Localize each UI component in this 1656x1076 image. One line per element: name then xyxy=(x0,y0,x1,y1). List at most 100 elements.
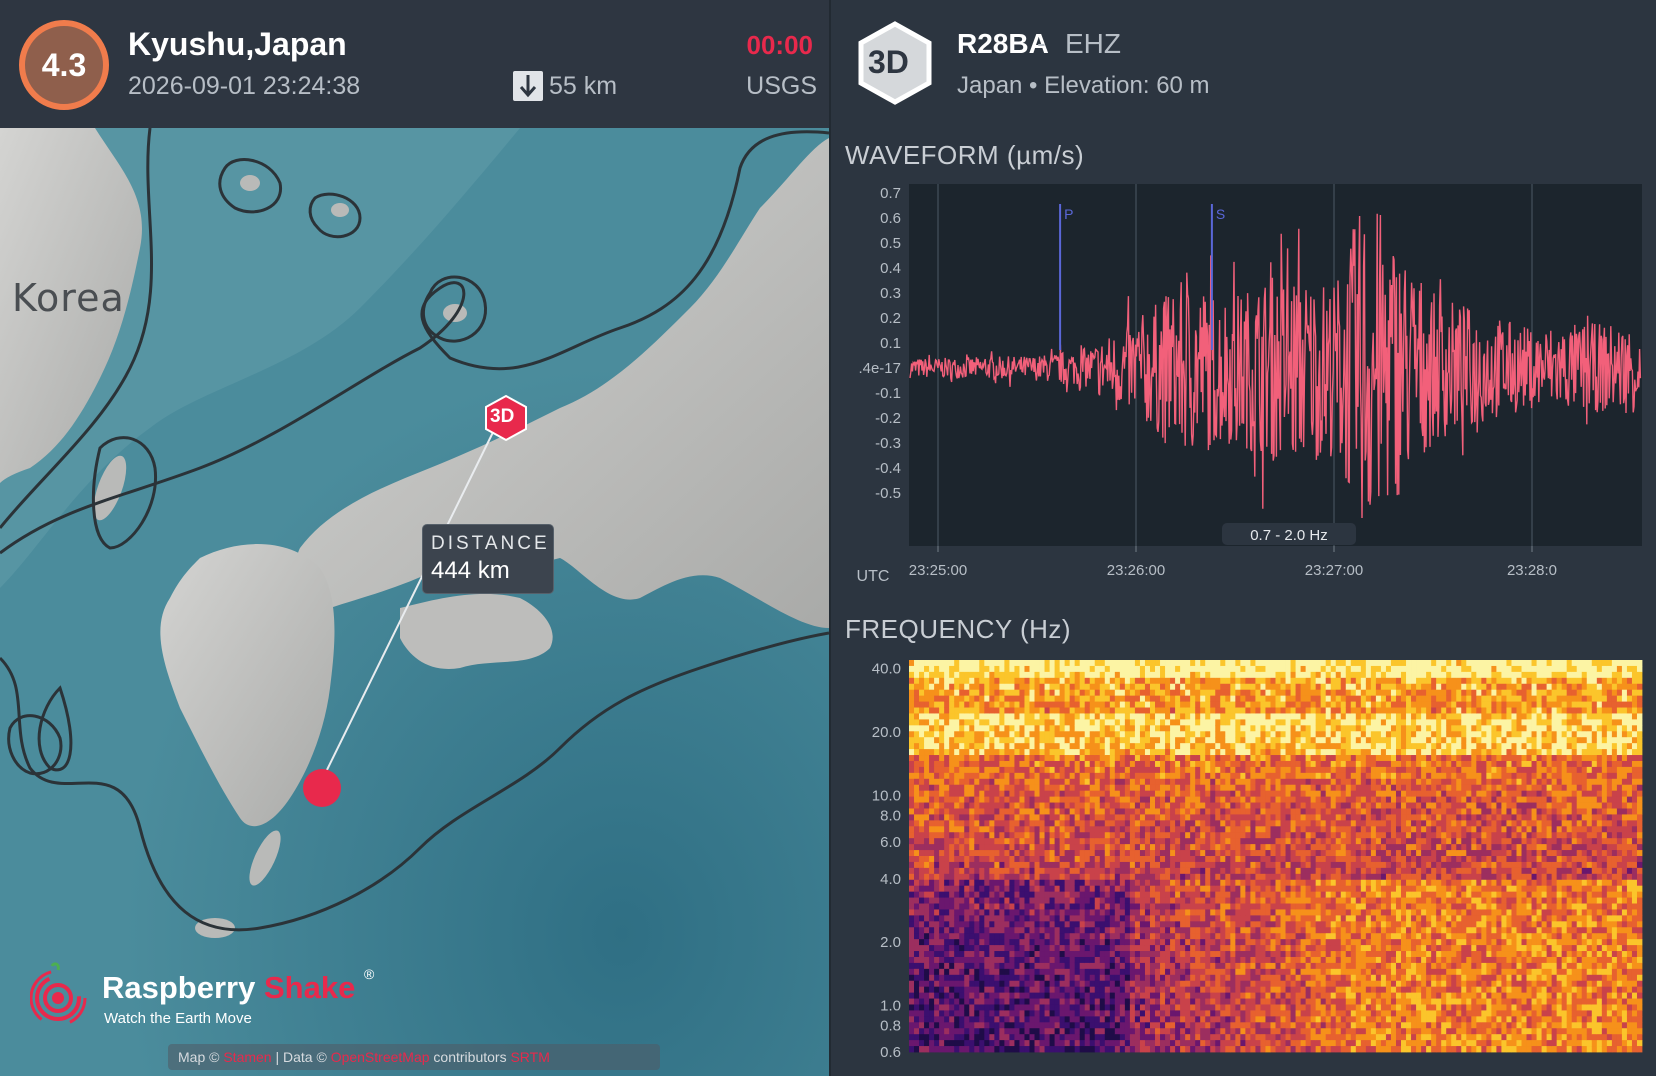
spectrogram-cell xyxy=(1124,974,1131,982)
spectrogram-cell xyxy=(1069,802,1076,809)
waveform-x-tick: 23:26:00 xyxy=(1107,562,1165,579)
spectrogram-cell xyxy=(1205,951,1211,958)
spectrogram-cell xyxy=(1094,1010,1101,1017)
spectrogram-cell xyxy=(1009,968,1015,976)
spectrogram-cell xyxy=(1074,897,1081,904)
spectrogram-chart[interactable]: 40.020.010.08.06.04.02.01.00.80.6 xyxy=(831,650,1656,1060)
spectrogram-cell xyxy=(1160,772,1166,780)
spectrogram-cell xyxy=(939,850,945,857)
spectrogram-cell xyxy=(1160,1046,1166,1053)
spectrogram-cell xyxy=(1210,832,1216,839)
waveform-chart[interactable]: 0.70.60.50.40.30.20.1.4e-17-0.1-0.2-0.3-… xyxy=(831,180,1656,590)
spectrogram-cell xyxy=(1009,796,1015,803)
spectrogram-cell xyxy=(1114,832,1121,839)
spectrogram-cell xyxy=(1114,826,1121,833)
spectrogram-cell xyxy=(1024,1034,1030,1041)
spectrogram-cell xyxy=(1175,927,1181,934)
spectrogram-cell xyxy=(1099,980,1106,988)
spectrogram-cell xyxy=(1220,701,1226,708)
spectrogram-cell xyxy=(1149,844,1156,851)
spectrogram-cell xyxy=(1215,927,1221,934)
spectrogram-cell xyxy=(1074,1004,1081,1011)
spectrogram-cell xyxy=(934,683,940,691)
stamen-link[interactable]: Stamen xyxy=(223,1049,272,1065)
spectrogram-cell xyxy=(954,903,960,910)
spectrogram-cell xyxy=(1024,731,1030,738)
event-map[interactable]: Korea 3D DISTANCE 444 km Raspberry Shake… xyxy=(0,128,829,1076)
spectrogram-cell xyxy=(1084,677,1091,685)
spectrogram-cell xyxy=(1019,749,1025,756)
spectrogram-cell xyxy=(1054,743,1061,750)
spectrogram-cell xyxy=(964,992,970,999)
spectrogram-cell xyxy=(979,707,985,714)
spectrogram-cell xyxy=(1069,677,1076,685)
spectrogram-cell xyxy=(1004,760,1010,768)
spectrogram-cell xyxy=(1084,784,1091,792)
spectrogram-cell xyxy=(1149,660,1156,667)
spectrogram-cell xyxy=(1044,933,1050,940)
spectrogram-cell xyxy=(1175,671,1181,679)
spectrogram-cell xyxy=(1069,725,1076,732)
spectrogram-cell xyxy=(1170,1040,1176,1047)
spectrogram-cell xyxy=(1275,808,1281,815)
spectrogram-cell xyxy=(939,1034,945,1041)
spectrogram-cell xyxy=(1079,968,1086,976)
srtm-link[interactable]: SRTM xyxy=(510,1049,550,1065)
spectrogram-cell xyxy=(1260,956,1266,964)
spectrogram-cell xyxy=(1205,826,1211,833)
spectrogram-cell xyxy=(1195,867,1201,875)
spectrogram-cell xyxy=(1180,933,1186,940)
spectrogram-cell xyxy=(1175,784,1181,792)
spectrogram-cell xyxy=(944,968,950,976)
spectrogram-cell xyxy=(974,719,980,726)
spectrogram-cell xyxy=(1064,861,1071,869)
spectrogram-cell xyxy=(1009,725,1015,732)
spectrogram-cell xyxy=(1034,760,1040,768)
spectrogram-cell xyxy=(1210,939,1216,946)
spectrogram-cell xyxy=(1024,790,1030,798)
spectrogram-cell xyxy=(1124,832,1131,839)
spectrogram-cell xyxy=(1270,772,1276,780)
spectrogram-cell xyxy=(1155,802,1161,809)
spectrogram-cell xyxy=(1235,790,1241,798)
spectrogram-cell xyxy=(1024,665,1030,673)
station-meta: Japan • Elevation: 60 m xyxy=(957,72,1210,99)
spectrogram-cell xyxy=(1084,660,1091,667)
spectrogram-cell xyxy=(1195,808,1201,815)
spectrogram-cell xyxy=(964,731,970,738)
spectrogram-cell xyxy=(1175,956,1181,964)
osm-link[interactable]: OpenStreetMap xyxy=(330,1049,430,1065)
spectrogram-cell xyxy=(1124,933,1131,940)
spectrogram-cell xyxy=(1104,838,1111,845)
spectrogram-cell xyxy=(1074,660,1081,667)
spectrogram-cell xyxy=(1200,790,1206,798)
spectrogram-cell xyxy=(1119,683,1126,691)
spectrogram-cell xyxy=(1134,749,1141,756)
spectrogram-cell xyxy=(1170,725,1176,732)
spectrogram-cell xyxy=(1225,962,1231,970)
spectrogram-cell xyxy=(954,707,960,714)
spectrogram-cell xyxy=(1160,927,1166,934)
spectrogram-cell xyxy=(969,1046,975,1053)
spectrogram-cell xyxy=(1079,921,1086,928)
spectrogram-cell xyxy=(969,933,975,940)
spectrogram-cell xyxy=(1004,665,1010,673)
spectrogram-cell xyxy=(1185,903,1191,910)
spectrogram-cell xyxy=(1034,998,1040,1005)
spectrogram-cell xyxy=(1235,778,1241,786)
spectrogram-cell xyxy=(1195,992,1201,999)
spectrogram-cell xyxy=(1165,998,1171,1005)
spectrogram-cell xyxy=(1139,832,1146,839)
spectrogram-cell xyxy=(1019,927,1025,934)
spectrogram-cell xyxy=(1134,998,1141,1005)
spectrogram-cell xyxy=(1049,760,1055,768)
spectrogram-cell xyxy=(924,933,930,940)
spectrogram-cell xyxy=(1134,766,1141,774)
spectrogram-cell xyxy=(924,903,930,910)
spectrogram-cell xyxy=(934,956,940,964)
spectrogram-cell xyxy=(1149,683,1156,691)
spectrogram-cell xyxy=(1245,1034,1251,1041)
spectrogram-cell xyxy=(1139,844,1146,851)
spectrogram-cell xyxy=(1004,1016,1010,1023)
event-header[interactable]: 4.3 Kyushu,Japan 2026-09-01 23:24:38 55 … xyxy=(0,0,829,128)
